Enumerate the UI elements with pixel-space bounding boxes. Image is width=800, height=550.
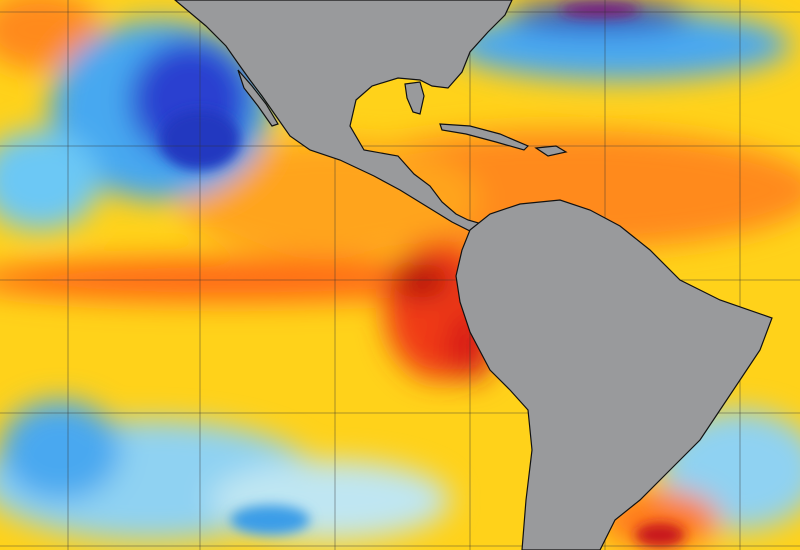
warm-patch [0,0,100,70]
land [174,0,773,550]
warm-patch [635,523,685,547]
florida [404,81,425,115]
cool-patch [0,400,120,500]
cool-patch [450,10,790,80]
warm-patch [560,3,640,17]
cool-patch [0,130,100,230]
baja-california [237,69,279,127]
south-america [455,199,773,550]
north-america [174,0,513,233]
cuba [439,123,530,151]
hispaniola [534,145,568,157]
cool-patch [230,505,310,535]
